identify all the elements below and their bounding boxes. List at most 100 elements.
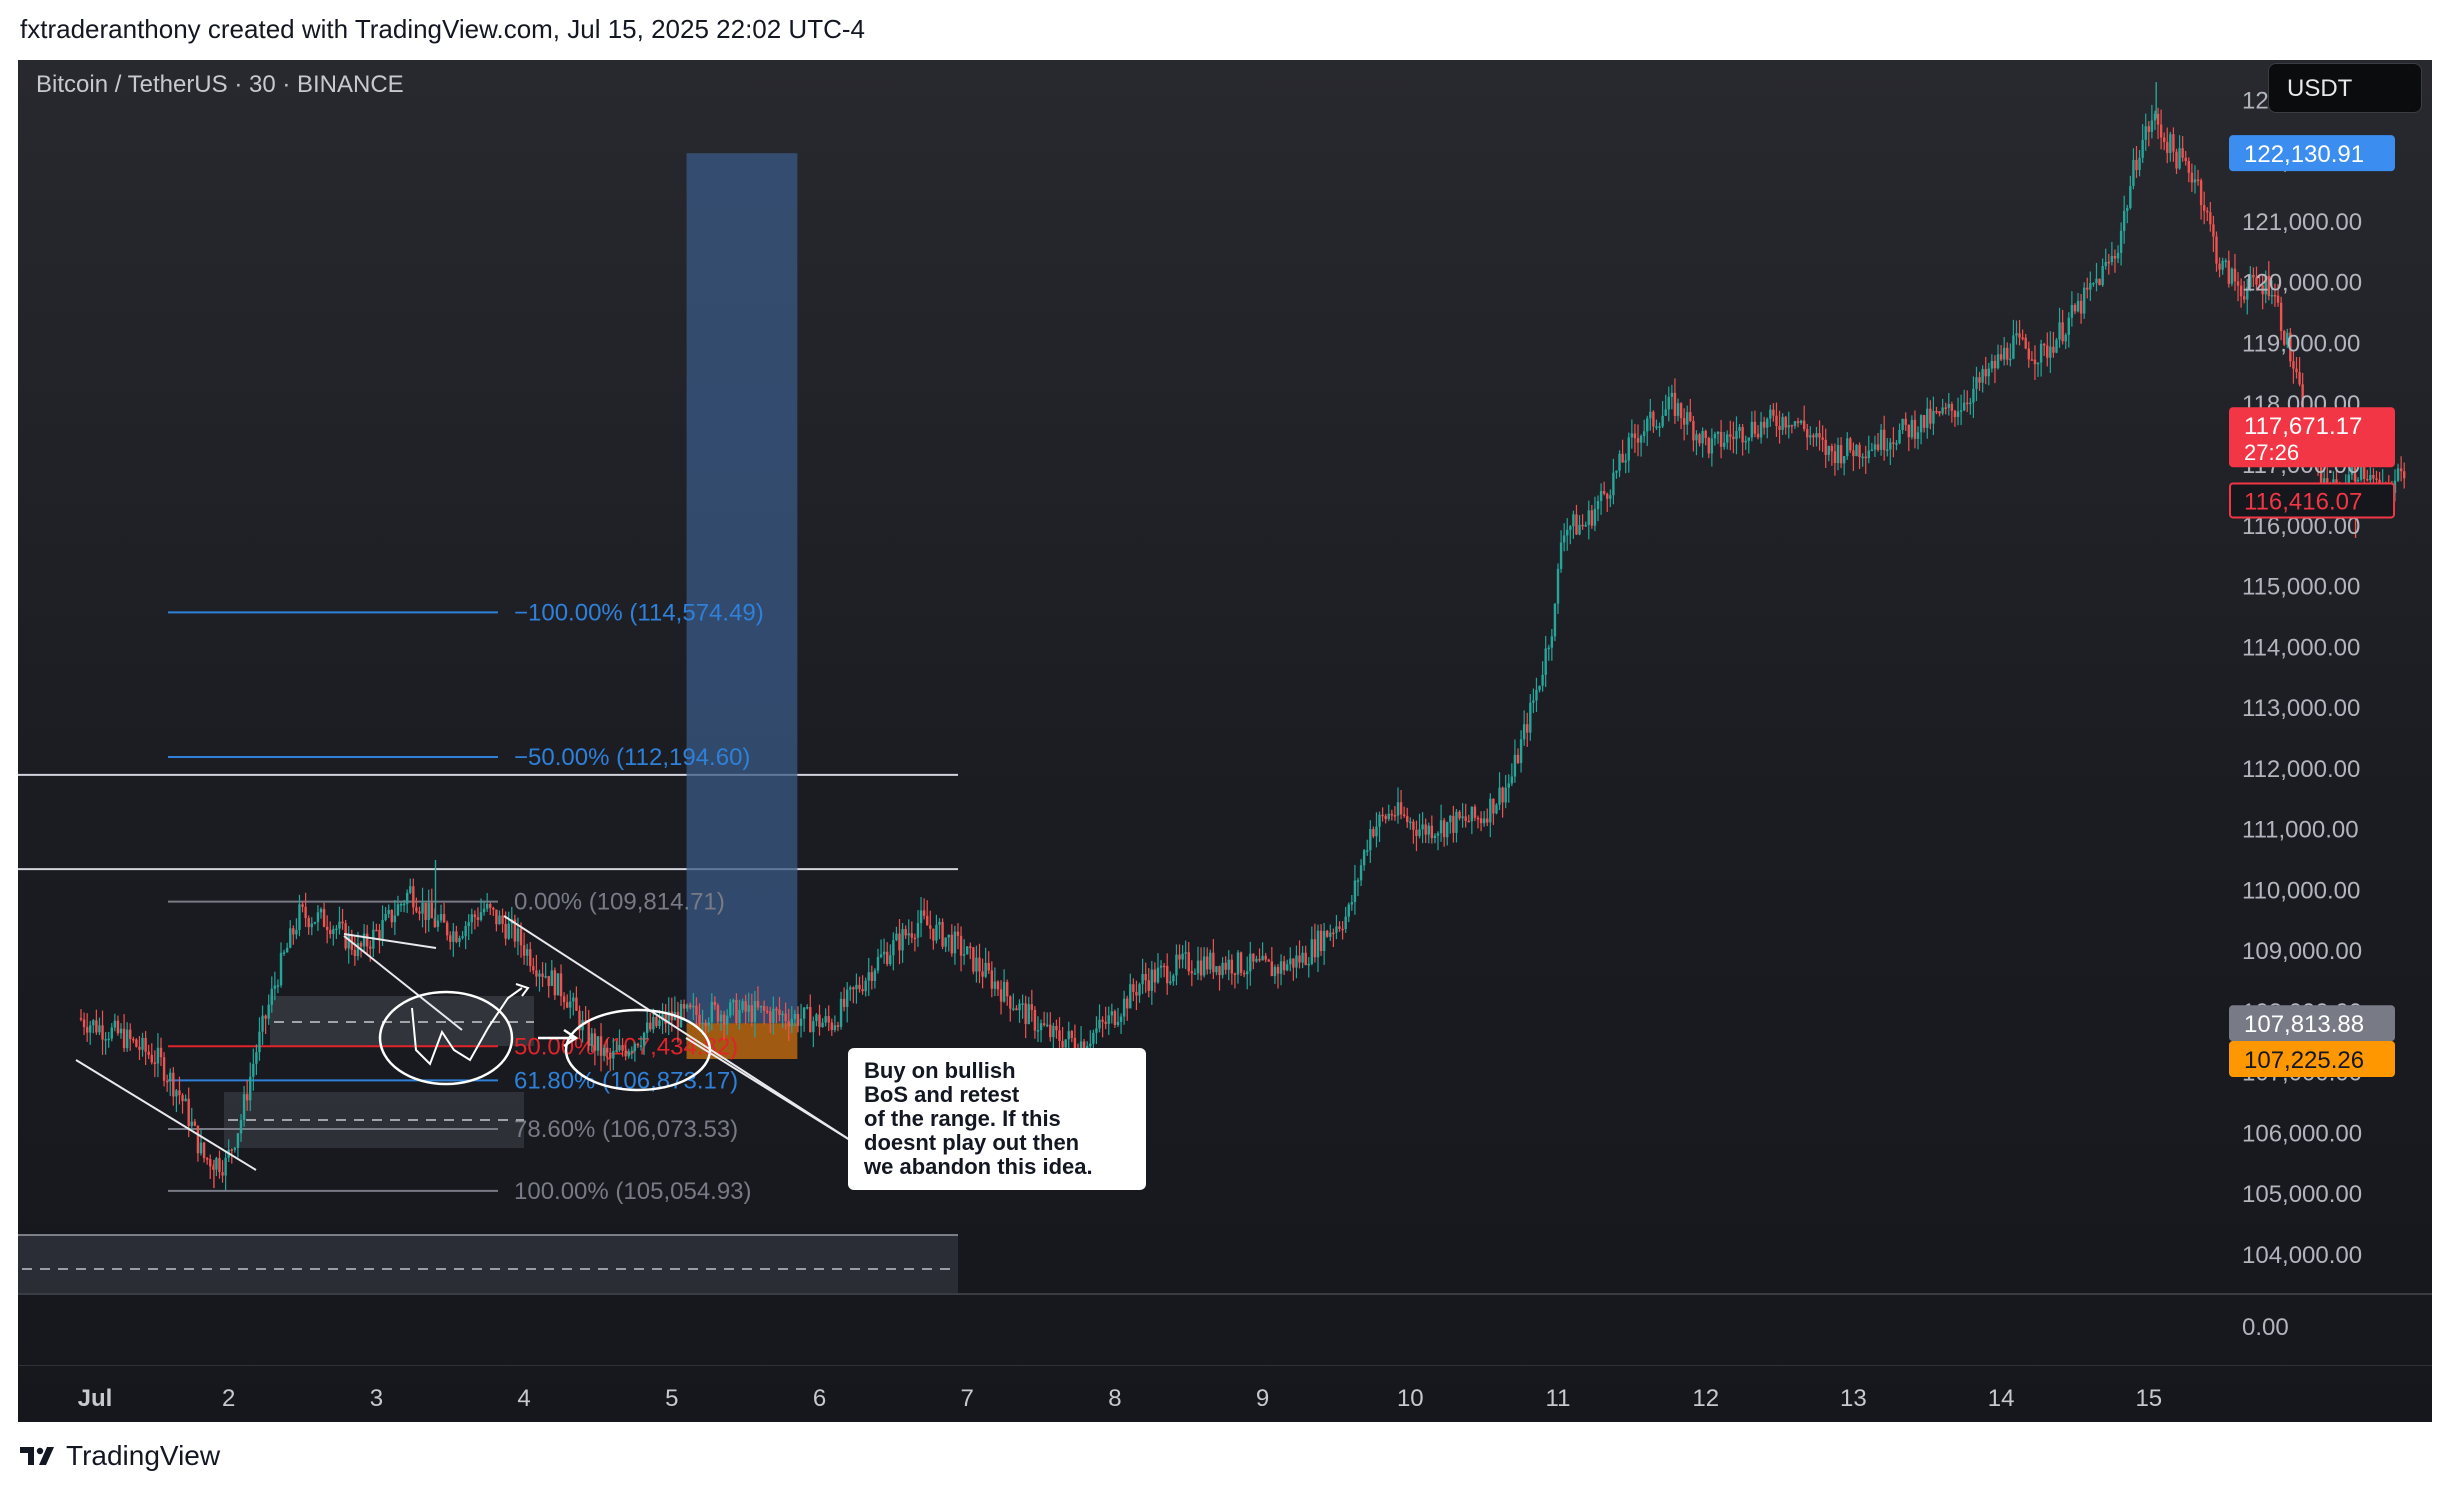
candle-body <box>307 918 310 928</box>
candle-body <box>1652 411 1655 427</box>
candle-body <box>1030 1004 1034 1010</box>
pane-divider[interactable] <box>18 1293 2432 1295</box>
price-badge-value: 116,416.07 <box>2244 488 2362 515</box>
candle-body <box>1181 953 1184 960</box>
candle-body <box>452 931 455 942</box>
candle-body <box>913 937 917 940</box>
candle-body <box>1541 674 1544 686</box>
candle-body <box>2347 474 2351 489</box>
annotation-callout[interactable] <box>848 1048 1146 1190</box>
candle-body <box>384 914 387 920</box>
arrow-head-icon[interactable] <box>563 1028 579 1048</box>
candle-body <box>1618 453 1621 471</box>
candle-body <box>704 1022 707 1026</box>
candle-body <box>2264 275 2267 295</box>
price-badge[interactable] <box>2229 1005 2395 1042</box>
currency-button[interactable]: USDT <box>2268 63 2422 113</box>
candle-body <box>1042 1023 1046 1026</box>
candle-body <box>172 1072 175 1097</box>
candle-body <box>962 954 966 956</box>
candle-body <box>2169 134 2172 153</box>
trendline[interactable] <box>503 915 851 1141</box>
trendline[interactable] <box>343 933 437 949</box>
candle-body <box>1313 939 1317 958</box>
candle-body <box>2218 263 2221 270</box>
candle-body <box>1224 962 1227 970</box>
chart-frame[interactable]: −100.00% (114,574.49) −50.00% (112,194.60… <box>18 60 2432 1422</box>
trendline[interactable] <box>75 1059 257 1171</box>
candle-body <box>2172 134 2175 152</box>
trendline[interactable] <box>343 935 463 1031</box>
candle-body <box>1713 434 1717 439</box>
candle-body <box>412 886 415 908</box>
candle-body <box>725 1015 729 1025</box>
candle-body <box>1255 958 1258 962</box>
candle-body <box>1446 822 1449 838</box>
time-axis-tick: 5 <box>665 1385 678 1412</box>
time-axis-tick: 9 <box>1256 1385 1269 1412</box>
candle-body <box>1889 442 1892 450</box>
candle-body <box>1359 865 1363 881</box>
tradingview-logo[interactable]: TradingView <box>20 1440 220 1472</box>
candle-body <box>1184 952 1187 954</box>
candle-body <box>1892 442 1895 444</box>
price-badge[interactable] <box>2229 407 2395 468</box>
callout-pointer-line[interactable] <box>685 1037 851 1141</box>
candle-body <box>1421 824 1424 830</box>
candle-body <box>2193 179 2197 183</box>
range-zone-bottom[interactable] <box>18 1235 958 1293</box>
candle-body <box>1055 1025 1058 1031</box>
candle-body <box>1258 958 1261 961</box>
candle-body <box>1627 437 1630 461</box>
price-sketch-path[interactable] <box>411 987 523 1066</box>
candle-body <box>1664 409 1667 416</box>
candle-body <box>1402 814 1406 817</box>
candle-body <box>276 985 280 987</box>
candle-body <box>1027 1004 1030 1025</box>
long-position-stop-zone[interactable] <box>686 1023 798 1060</box>
price-badge[interactable] <box>2229 135 2395 172</box>
candle-body <box>750 1005 754 1023</box>
candle-body <box>255 1052 258 1064</box>
candle-body <box>1387 813 1390 820</box>
candle-body <box>1252 953 1255 962</box>
candle-body <box>341 921 344 924</box>
candle-body <box>1006 981 1009 997</box>
candle-body <box>1519 739 1523 763</box>
highlight-ellipse[interactable] <box>378 990 514 1086</box>
candle-body <box>150 1054 153 1063</box>
candle-body <box>2046 345 2049 358</box>
candle-body <box>1347 904 1350 917</box>
candle-body <box>1612 472 1615 496</box>
price-badge[interactable] <box>2229 482 2395 519</box>
sketch-arrow-head[interactable] <box>515 983 530 997</box>
symbol-title[interactable]: Bitcoin / TetherUS · 30 · BINANCE <box>36 71 404 98</box>
candle-body <box>1018 1003 1021 1011</box>
candle-body <box>2009 358 2012 361</box>
price-chart[interactable]: −100.00% (114,574.49) −50.00% (112,194.60… <box>18 60 2432 1422</box>
candle-body <box>387 910 390 915</box>
candle-body <box>1916 432 1920 439</box>
candle-body <box>1107 1015 1110 1024</box>
candle-body <box>2126 208 2129 211</box>
candle-body <box>144 1037 147 1052</box>
price-axis-tick: 121,000.00 <box>2242 209 2362 236</box>
fib-level-label: −100.00% (114,574.49) <box>514 599 764 626</box>
candle-body <box>513 919 517 942</box>
price-badge[interactable] <box>2229 1041 2395 1078</box>
annotation-line: Buy on bullish <box>864 1058 1016 1083</box>
price-badge-value: 117,671.17 <box>2244 413 2362 440</box>
candle-body <box>101 1025 104 1040</box>
candle-body <box>1922 415 1926 428</box>
long-position-target-zone[interactable] <box>686 153 798 1024</box>
candle-body <box>310 923 313 928</box>
candle-body <box>1799 420 1803 424</box>
price-axis-tick: 104,000.00 <box>2242 1242 2362 1269</box>
candle-body <box>1476 817 1480 820</box>
candle-body <box>141 1037 144 1050</box>
candle-body <box>1719 431 1723 447</box>
candle-body <box>242 1094 246 1121</box>
highlight-ellipse[interactable] <box>564 1008 712 1092</box>
candle-body <box>578 1010 581 1031</box>
candle-body <box>584 1020 587 1022</box>
